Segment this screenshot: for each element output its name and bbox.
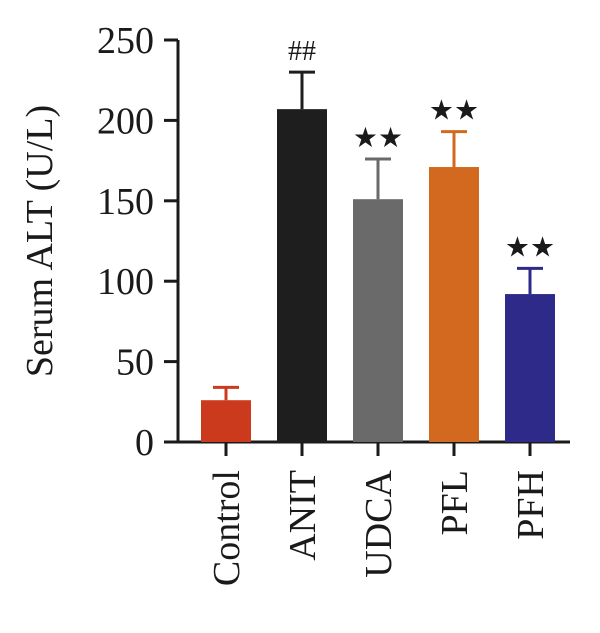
x-tick-label: PFL [434,470,476,535]
significance-label: ★★ [353,123,403,154]
bar [277,109,327,443]
significance-label: ★★ [429,96,479,127]
bar [429,167,479,443]
y-tick-label: 200 [97,100,154,142]
y-tick-label: 100 [97,261,154,303]
y-tick-label: 0 [135,422,154,464]
y-tick-label: 50 [116,342,154,384]
bar [505,294,555,442]
y-tick-label: 250 [97,20,154,62]
y-axis: 0 50 100 150 200 250 [97,20,180,464]
bar [201,400,251,442]
bars-group: ## ★★ ★★ ★★ [201,36,555,443]
significance-label: ★★ [505,232,555,263]
significance-label: ## [288,36,316,67]
x-axis: Control ANIT UDCA PFL PFH [178,440,570,586]
y-tick-label: 150 [97,181,154,223]
x-tick-label: ANIT [282,470,324,561]
x-tick-label: Control [206,470,248,586]
y-axis-title: Serum ALT (U/L) [19,105,61,377]
x-tick-label: PFH [510,470,552,540]
x-tick-label: UDCA [358,469,400,577]
bar [353,199,403,442]
